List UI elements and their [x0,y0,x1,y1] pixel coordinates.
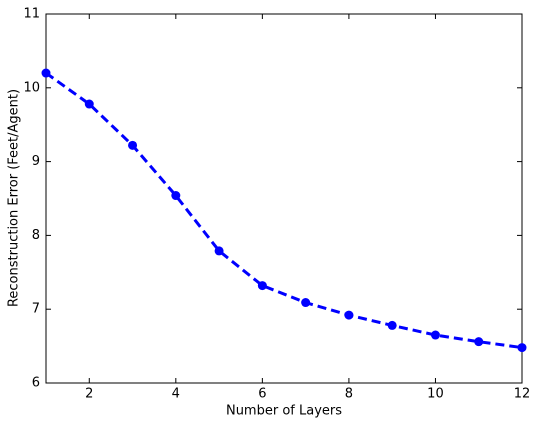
y-tick-label: 7 [32,302,40,317]
marker [517,343,527,353]
marker [128,140,138,150]
marker [41,68,51,78]
x-tick-label: 12 [514,387,531,402]
y-axis-label: Reconstruction Error (Feet/Agent) [7,89,22,307]
marker [257,281,267,291]
y-tick-label: 6 [32,376,40,391]
marker [84,99,94,109]
line [45,71,523,350]
x-axis-label: Number of Layers [226,404,342,419]
x-tick-label: 10 [427,387,444,402]
marker [387,320,397,330]
x-tick-label: 4 [172,387,180,402]
marker [171,191,181,201]
marker [301,298,311,308]
y-tick-label: 11 [23,7,40,22]
y-tick-label: 8 [32,228,40,243]
marker [474,337,484,347]
marker [344,310,354,320]
x-tick-label: 2 [85,387,93,402]
marker [430,330,440,340]
plot-frame [45,13,523,384]
y-tick-label: 10 [23,80,40,95]
y-tick-label: 9 [32,154,40,169]
x-tick-label: 6 [258,387,266,402]
marker [214,246,224,256]
x-tick-label: 8 [345,387,353,402]
